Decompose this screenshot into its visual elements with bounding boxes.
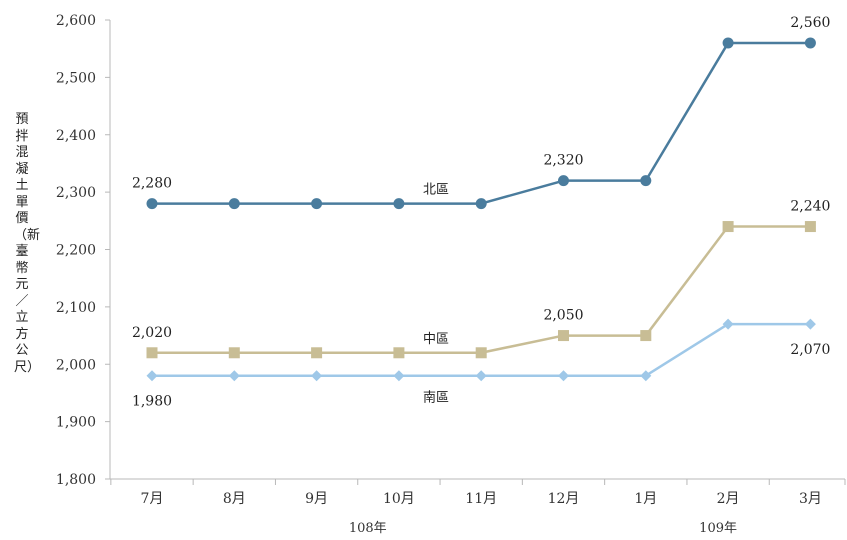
labels-layer: 2,280 2,320 2,560 北區 2,020 2,050 2,240 中區 1,980 2… (132, 15, 830, 410)
data-label: 2,050 (543, 308, 583, 324)
north-series-point (228, 198, 240, 210)
north-series-name-label: 北區 (423, 183, 449, 198)
central-series-name-label: 中區 (423, 332, 449, 347)
central-series (146, 221, 816, 359)
y-tick-label: 2,200 (56, 243, 96, 259)
y-tick-label: 2,600 (56, 13, 96, 29)
y-tick-label: 2,100 (56, 300, 96, 316)
year-group-label: 108年 (349, 521, 387, 536)
north-series-point (393, 198, 405, 210)
north-series-line (152, 41, 811, 205)
x-tick-label: 3月 (799, 491, 822, 507)
y-tick-label: 1,900 (56, 415, 96, 431)
series-layer (146, 37, 816, 382)
south-series-point (475, 370, 487, 382)
central-series-point (640, 330, 652, 342)
x-tick-label: 10月 (383, 491, 415, 507)
x-tick-label: 7月 (141, 491, 164, 507)
y-tick-label: 2,400 (56, 128, 96, 144)
north-series-point (146, 198, 158, 210)
south-series-point (804, 318, 816, 330)
year-group-label: 109年 (699, 521, 737, 536)
south-series-point (558, 370, 569, 382)
y-axis-label: 預拌混凝土單價（新臺幣元／立方公尺） (14, 112, 41, 375)
central-series-point (228, 347, 240, 359)
y-tick-label: 2,300 (56, 185, 96, 201)
north-series-point (804, 37, 816, 49)
south-series-point (393, 370, 405, 382)
x-tick-label: 12月 (548, 491, 580, 507)
data-label: 2,240 (790, 199, 830, 215)
x-tick-label: 1月 (634, 491, 657, 507)
north-series-point (640, 175, 652, 187)
north-series-point (558, 175, 569, 187)
north-series-point (722, 37, 734, 49)
central-series-point (393, 347, 405, 359)
south-series-point (722, 318, 734, 330)
x-tick-label: 11月 (465, 491, 497, 507)
central-series-point (558, 330, 569, 342)
central-series-point (146, 347, 158, 359)
y-tick-label: 1,800 (56, 472, 96, 488)
y-tick-label: 2,500 (56, 70, 96, 86)
central-series-point (475, 347, 487, 359)
south-series (146, 318, 816, 382)
north-series-point (311, 198, 323, 210)
south-series-point (311, 370, 323, 382)
central-series-point (311, 347, 323, 359)
data-label: 2,070 (790, 342, 830, 358)
north-series (146, 37, 816, 210)
data-label: 2,560 (790, 15, 830, 31)
north-series-point (475, 198, 487, 210)
data-label: 2,280 (132, 176, 172, 192)
south-series-point (146, 370, 158, 382)
south-series-point (640, 370, 652, 382)
data-label: 1,980 (132, 394, 172, 410)
south-series-name-label: 南區 (423, 390, 449, 406)
axes: 1,800 1,900 2,000 2,100 2,200 2,300 2,400 2,500… (56, 13, 846, 536)
south-series-point (228, 370, 240, 382)
central-series-point (722, 221, 734, 233)
x-tick-label: 8月 (223, 491, 246, 507)
central-series-point (804, 221, 816, 233)
x-tick-label: 9月 (305, 491, 328, 507)
data-label: 2,320 (543, 153, 583, 169)
x-tick-label: 2月 (717, 491, 740, 507)
data-label: 2,020 (132, 325, 172, 341)
y-tick-label: 2,000 (56, 357, 96, 373)
